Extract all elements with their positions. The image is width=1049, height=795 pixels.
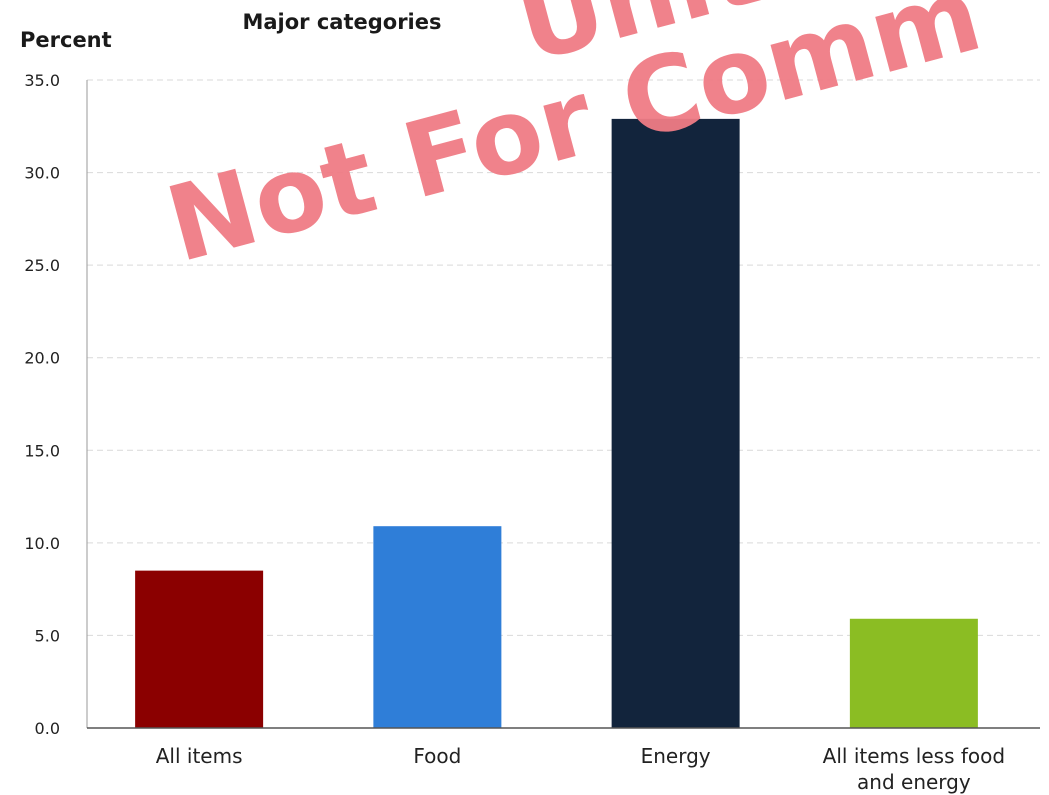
y-tick-label: 30.0	[24, 164, 60, 183]
watermark: UnitNot For Comm	[155, 0, 993, 286]
y-tick-label: 25.0	[24, 256, 60, 275]
y-tick-label: 10.0	[24, 534, 60, 553]
x-category-label: Food	[413, 744, 461, 768]
x-category-label-line: and energy	[857, 770, 971, 794]
x-category-label: Energy	[641, 744, 711, 768]
y-tick-label: 5.0	[35, 626, 60, 645]
x-category-label: All items less food and energy	[823, 744, 1005, 794]
axes	[86, 80, 1040, 729]
chart-title: Major categories	[242, 10, 441, 34]
y-tick-label: 35.0	[24, 71, 60, 90]
x-category-label-line: Food	[413, 744, 461, 768]
bar	[849, 618, 978, 728]
y-tick-label: 0.0	[35, 719, 60, 738]
x-category-label-line: All items	[156, 744, 243, 768]
y-tick-label: 20.0	[24, 349, 60, 368]
y-axis-label: Percent	[20, 28, 112, 52]
bars	[135, 118, 978, 728]
bar	[373, 526, 502, 728]
y-axis-ticks: 0.0 5.0 10.0 15.0 20.0 25.0 30.0 35.0	[24, 71, 60, 738]
bar	[611, 118, 740, 728]
x-category-label-line: All items less food	[823, 744, 1005, 768]
x-category-label: All items	[156, 744, 243, 768]
x-category-label-line: Energy	[641, 744, 711, 768]
y-tick-label: 15.0	[24, 441, 60, 460]
bar	[135, 570, 264, 728]
x-axis-categories: All items Food Energy All items less food an…	[156, 744, 1005, 794]
